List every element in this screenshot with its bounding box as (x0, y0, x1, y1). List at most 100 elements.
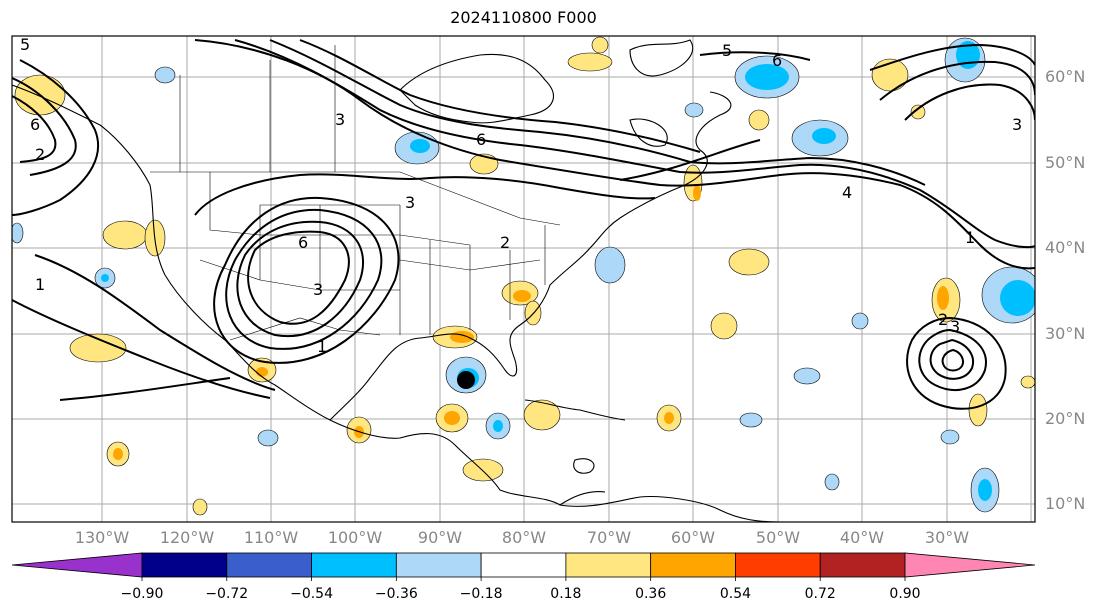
contour-label: 1 (965, 228, 975, 247)
longitude-label: 90°W (417, 528, 463, 547)
longitude-label: 60°W (670, 528, 716, 547)
latitude-label: 50°N (1045, 153, 1086, 172)
colorbar-tick-label: −0.36 (374, 586, 418, 602)
colorbar-segment (395, 552, 482, 578)
storm-center-marker (457, 371, 475, 389)
contour-label: 5 (20, 35, 30, 54)
negative-anomaly-patch (745, 64, 789, 90)
lat-lon-grid (12, 36, 1035, 522)
coastline-south-america (559, 491, 606, 506)
negative-anomaly-patch (1000, 280, 1035, 316)
negative-anomaly-patch (684, 102, 704, 118)
negative-anomaly-patch (824, 473, 840, 491)
colorbar-tick-label: 0.18 (550, 586, 582, 602)
longitude-label: 110°W (243, 528, 299, 547)
positive-anomaly-patch (968, 393, 988, 427)
colorbar-tick-label: −0.90 (120, 586, 164, 602)
negative-anomaly-patch (978, 479, 992, 501)
contour-label: 3 (950, 317, 960, 336)
positive-anomaly-patch (69, 333, 127, 363)
contour-label: 1 (317, 337, 327, 356)
positive-anomaly-patch (523, 399, 561, 431)
latitude-label: 20°N (1045, 409, 1086, 428)
contour-label: 6 (772, 51, 782, 70)
caribbean-islands (524, 399, 626, 421)
map-title: 2024110800 F000 (450, 8, 597, 27)
colorbar-tick-label: 0.36 (635, 586, 667, 602)
colorbar-extend-low (11, 552, 143, 578)
positive-anomaly-patch (693, 185, 701, 201)
longitude-label: 50°W (755, 528, 801, 547)
negative-anomaly-patch (594, 246, 626, 284)
negative-anomaly-patch (12, 222, 24, 244)
colorbar-segment (311, 552, 397, 578)
positive-anomaly-patch (113, 448, 123, 460)
colorbar-tick-label: 0.72 (804, 586, 836, 602)
positive-anomaly-patch (910, 104, 926, 120)
colorbar-segment (226, 552, 312, 578)
coastlines (12, 39, 781, 522)
contour-label: 6 (30, 115, 40, 134)
longitude-label: 80°W (501, 528, 547, 547)
positive-anomaly-patch (524, 300, 542, 326)
contour-label: 3 (335, 110, 345, 129)
colorbar-tick-label: 0.90 (889, 586, 921, 602)
positive-anomaly-patch (450, 331, 474, 343)
positive-anomaly-patch (1020, 375, 1035, 389)
longitude-label: 120°W (159, 528, 215, 547)
contour-label: 2 (500, 233, 510, 252)
colorbar-extend-high (904, 552, 1036, 578)
negative-anomaly-patch (493, 420, 503, 432)
coastline-canada-east (619, 91, 732, 219)
colorbar-segment (565, 552, 652, 578)
longitude-label: 130°W (74, 528, 130, 547)
positive-anomaly-patch (748, 109, 770, 131)
colorbar-tick-label: −0.54 (290, 586, 333, 602)
positive-anomaly-patch (664, 412, 674, 424)
longitude-label: 40°W (839, 528, 885, 547)
contour-label: 6 (476, 130, 486, 149)
colorbar-tick-label: −0.72 (205, 586, 249, 602)
latitude-label: 60°N (1045, 67, 1086, 86)
contour-lines (12, 39, 1035, 410)
map-frame (11, 35, 1036, 523)
positive-anomaly-patch (591, 36, 609, 54)
positive-anomaly-patch (513, 290, 531, 302)
longitude-label: 30°W (924, 528, 970, 547)
positive-anomaly-patch (937, 286, 949, 310)
arctic-island (629, 39, 693, 77)
contour-label: 2 (35, 145, 45, 164)
longitude-label: 100°W (327, 528, 383, 547)
negative-anomaly-patch (101, 274, 109, 282)
colorbar-segment (735, 552, 821, 578)
coastline-pacific (12, 84, 781, 522)
latitude-label: 10°N (1045, 494, 1086, 513)
coastline-gulf-atlantic (329, 217, 621, 421)
positive-anomaly-patch (444, 411, 460, 425)
negative-anomaly-patch (739, 412, 763, 428)
contour-label: 2 (938, 310, 948, 329)
negative-anomaly-patch (410, 139, 430, 153)
colorbar-segment (819, 552, 906, 578)
negative-anomaly-patch (257, 429, 279, 447)
longitude-label: 70°W (586, 528, 632, 547)
colorbar-tick-label: 0.54 (719, 586, 752, 602)
contour-label: 3 (405, 193, 415, 212)
colorbar-segment (141, 552, 228, 578)
negative-anomaly-patch (812, 128, 836, 144)
negative-anomaly-patch (940, 429, 960, 445)
negative-anomaly-patch (154, 66, 176, 84)
political-borders (150, 45, 561, 341)
negative-anomaly-patch (793, 367, 821, 385)
latitude-label: 40°N (1045, 238, 1086, 257)
contour-label: 3 (1012, 115, 1022, 134)
contour-label: 4 (842, 183, 852, 202)
negative-anomaly-patch (851, 312, 869, 330)
positive-anomaly-patch (256, 367, 268, 377)
positive-anomaly-patch (102, 220, 148, 250)
contour-label: 1 (35, 275, 45, 294)
positive-anomaly-patch (192, 498, 208, 516)
island (573, 458, 595, 474)
colorbar-tick-label: −0.18 (459, 586, 503, 602)
